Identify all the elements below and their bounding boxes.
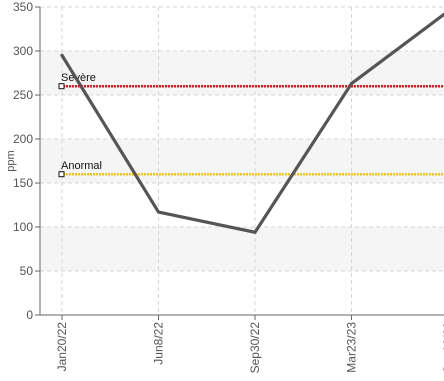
data-point: [60, 53, 64, 58]
y-tick-label: 250: [13, 88, 33, 102]
y-tick-labels: 0 50 100 150 200 250 300 350: [13, 0, 40, 322]
threshold-label: Anormal: [61, 160, 102, 172]
y-tick-label: 300: [13, 44, 33, 58]
data-point: [349, 81, 354, 86]
x-tick-label: Sep30/22: [248, 322, 262, 374]
threshold-label: Sevère: [61, 72, 96, 84]
x-tick-label: Jan20/22: [55, 322, 69, 372]
data-point: [253, 230, 257, 234]
x-tick-labels: Jan20/22 Jun8/22 Sep30/22 Mar23/23 Sep12/23: [55, 315, 444, 373]
x-tick-label: Mar23/23: [345, 322, 359, 373]
background-band: [40, 227, 444, 271]
x-tick-label: Jun8/22: [152, 322, 166, 365]
background-band: [40, 139, 444, 183]
y-tick-label: 0: [26, 308, 33, 322]
threshold-marker: [58, 171, 65, 178]
y-tick-label: 200: [13, 132, 33, 146]
threshold-marker: [58, 83, 65, 90]
data-point: [156, 210, 161, 214]
y-axis-label: ppm: [5, 150, 17, 171]
background-bands: [40, 51, 444, 271]
y-tick-label: 150: [13, 176, 33, 190]
y-tick-label: 100: [13, 220, 33, 234]
threshold-lines: Sevère Anormal: [58, 72, 444, 178]
grid-lines: [40, 6, 444, 315]
y-tick-label: 50: [20, 264, 34, 278]
axes: [39, 7, 444, 316]
x-tick-label: Sep12/23: [441, 322, 444, 374]
data-series: [60, 12, 444, 234]
background-band: [40, 51, 444, 95]
series-line: [60, 12, 444, 234]
y-tick-label: 350: [13, 0, 33, 14]
